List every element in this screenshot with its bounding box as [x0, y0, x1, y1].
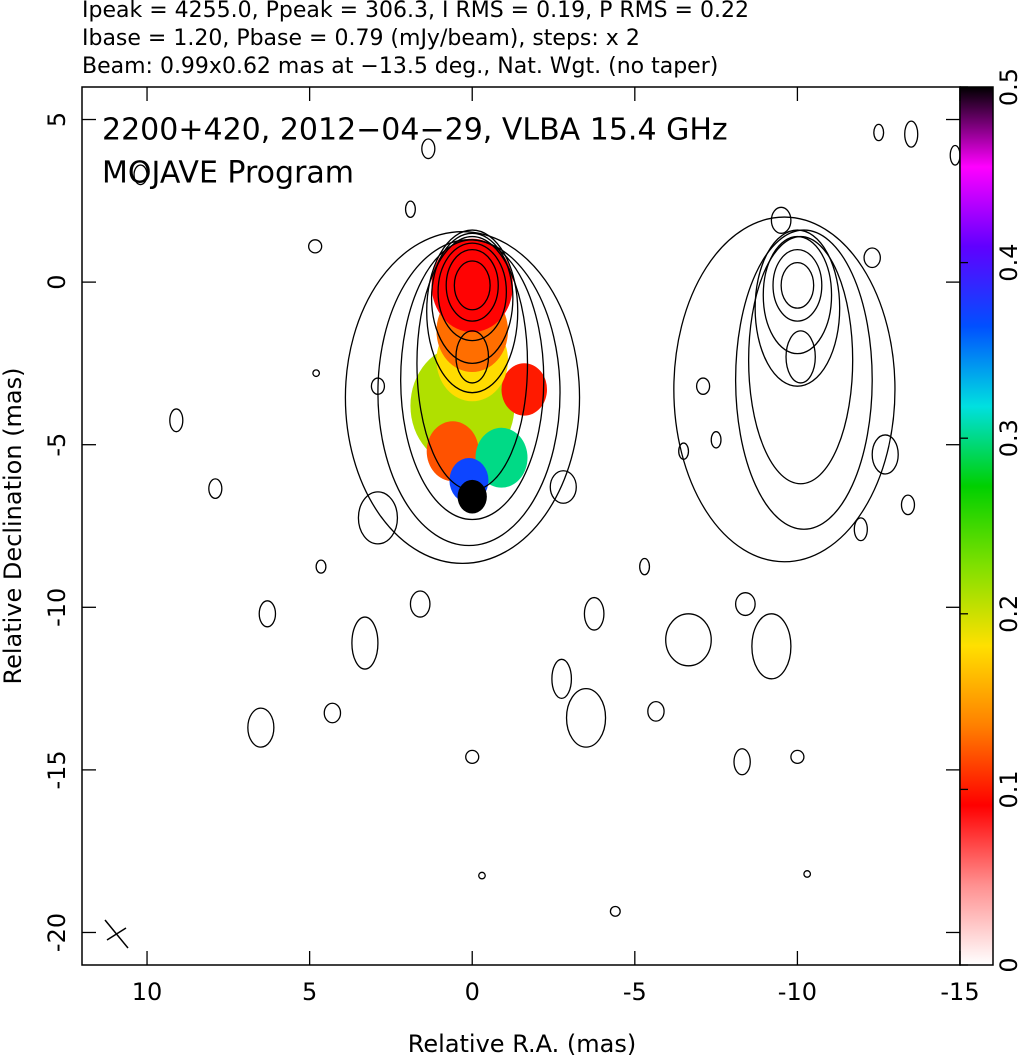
- contour: [639, 557, 651, 576]
- contour: [770, 206, 792, 234]
- contour: [409, 590, 431, 618]
- contour: [312, 369, 321, 378]
- contour: [780, 261, 815, 309]
- contour: [549, 470, 577, 504]
- contour: [315, 559, 327, 574]
- contour: [404, 200, 416, 219]
- contour: [734, 592, 756, 617]
- contour: [308, 239, 323, 254]
- x-tick-label: -10: [778, 978, 817, 1006]
- contour: [949, 144, 960, 166]
- contour: [133, 164, 148, 186]
- contour: [453, 260, 491, 311]
- contour: [351, 616, 379, 670]
- x-tick-label: 5: [302, 978, 317, 1006]
- colorbar-tick-label: 0.1: [995, 770, 1022, 808]
- contour: [785, 330, 816, 384]
- contour: [247, 707, 275, 748]
- y-tick-label: -10: [43, 588, 71, 627]
- contour: [673, 216, 896, 563]
- contour: [790, 749, 805, 765]
- y-tick-label: 5: [43, 112, 71, 127]
- contour: [465, 749, 480, 765]
- contour: [323, 702, 342, 724]
- contour: [747, 235, 854, 485]
- colorbar-tick-label: 0: [995, 957, 1022, 972]
- contour: [734, 229, 873, 530]
- contour: [357, 491, 399, 545]
- colorbar-tick-label: 0.3: [995, 419, 1022, 457]
- contour: [665, 613, 712, 667]
- contour: [754, 229, 841, 387]
- polarization-patch: [457, 479, 487, 514]
- y-tick-label: -20: [43, 913, 71, 952]
- header-line: Ibase = 1.20, Pbase = 0.79 (mJy/beam), s…: [82, 26, 640, 51]
- contour: [437, 242, 508, 342]
- contour: [478, 871, 486, 880]
- contour: [678, 442, 690, 460]
- polarization-patch: [501, 363, 548, 416]
- contour: [208, 478, 223, 500]
- contour: [904, 120, 919, 148]
- x-axis-label: Relative R.A. (mas): [408, 1030, 636, 1058]
- contour: [647, 700, 665, 722]
- contour: [853, 517, 868, 542]
- y-tick-label: 0: [43, 274, 71, 289]
- contour: [455, 330, 490, 384]
- header-line: Beam: 0.99x0.62 mas at −13.5 deg., Nat. …: [82, 54, 718, 79]
- contour: [762, 235, 833, 355]
- annotation: 2200+420, 2012−04−29, VLBA 15.4 GHz: [102, 113, 728, 148]
- contour: [416, 235, 529, 491]
- contour: [873, 123, 885, 142]
- header-line: Ipeak = 4255.0, Ppeak = 306.3, I RMS = 0…: [82, 0, 749, 23]
- contour: [695, 377, 711, 395]
- y-tick-label: -15: [43, 750, 71, 789]
- contour: [710, 431, 722, 449]
- contour: [258, 600, 277, 628]
- y-axis-label: Relative Declination (mas): [0, 367, 27, 684]
- plot-frame: [81, 86, 961, 966]
- contour: [900, 494, 916, 516]
- contour: [169, 408, 184, 433]
- contour: [445, 248, 499, 322]
- contour: [421, 138, 436, 160]
- plot-area: [133, 120, 960, 917]
- contour: [583, 596, 605, 631]
- contour: [751, 613, 792, 680]
- contour: [370, 377, 386, 395]
- contour: [430, 232, 514, 365]
- contour: [871, 434, 899, 475]
- polarization-patch: [475, 427, 528, 488]
- colorbar-tick-label: 0.5: [995, 68, 1022, 106]
- contour: [733, 748, 751, 776]
- x-tick-label: -15: [940, 978, 979, 1006]
- colorbar-tick-label: 0.2: [995, 595, 1022, 633]
- x-tick-label: -5: [623, 978, 647, 1006]
- contour: [609, 905, 621, 917]
- y-tick-label: -5: [43, 433, 71, 457]
- contour: [426, 229, 519, 394]
- contour: [772, 248, 823, 322]
- beam: [104, 919, 129, 949]
- contour: [551, 658, 573, 699]
- x-tick-label: 0: [465, 978, 480, 1006]
- contour: [400, 239, 545, 521]
- contour: [803, 870, 812, 878]
- colorbar-tick-label: 0.4: [995, 244, 1022, 282]
- x-tick-label: 10: [132, 978, 163, 1006]
- annotation: MOJAVE Program: [102, 156, 354, 191]
- colorbar: [959, 86, 994, 966]
- contour: [863, 247, 881, 269]
- contour: [565, 687, 607, 748]
